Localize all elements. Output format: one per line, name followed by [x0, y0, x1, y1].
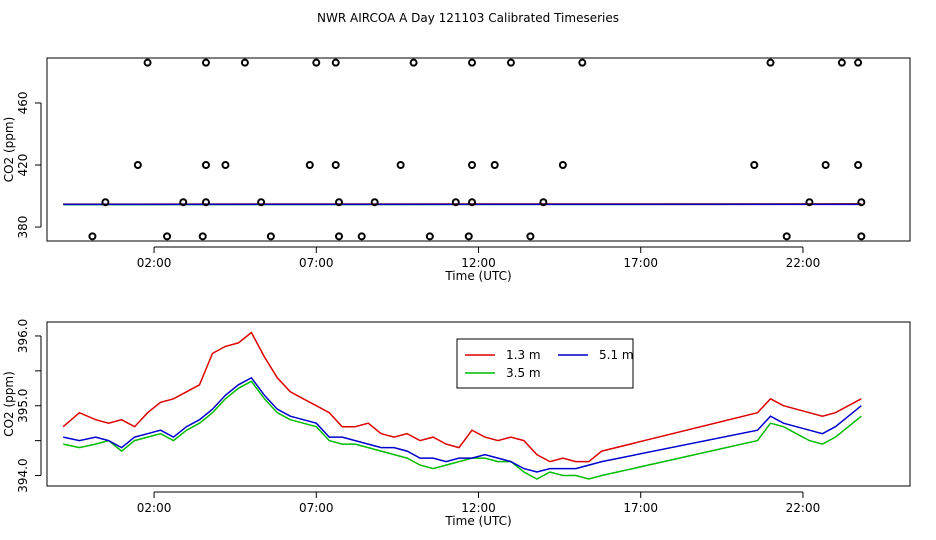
x-tick-label: 02:00 [137, 256, 172, 270]
data-point [101, 198, 110, 207]
x-axis-label: Time (UTC) [444, 514, 511, 528]
x-tick-label: 17:00 [623, 256, 658, 270]
legend-label: 5.1 m [599, 348, 634, 362]
data-point [396, 161, 405, 170]
series-line-1-3-m [62, 331, 862, 463]
data-point [857, 232, 866, 241]
data-point [750, 161, 759, 170]
data-point [201, 58, 210, 67]
x-tick-label: 07:00 [299, 501, 334, 515]
y-tick-label: 396.0 [16, 319, 30, 353]
y-tick-label: 420 [16, 154, 30, 177]
data-point [133, 161, 142, 170]
data-point [490, 161, 499, 170]
legend-label: 1.3 m [506, 348, 541, 362]
data-point [578, 58, 587, 67]
chart-title: NWR AIRCOA A Day 121103 Calibrated Times… [317, 11, 619, 25]
data-point [558, 161, 567, 170]
data-point [163, 232, 172, 241]
x-tick-label: 07:00 [299, 256, 334, 270]
y-tick-label: 460 [16, 92, 30, 115]
data-point [857, 198, 866, 207]
plot-frame [46, 321, 911, 487]
x-axis-label: Time (UTC) [444, 269, 511, 283]
data-point [854, 161, 863, 170]
series-line-5-1-m [63, 376, 862, 473]
line-panel: 02:00 07:00 12:00 17:00 22:00 Time (UTC) 394.0… [2, 319, 911, 528]
y-axis-label: CO2 (ppm) [2, 117, 16, 183]
data-point [334, 232, 343, 241]
y-axis-label: CO2 (ppm) [2, 371, 16, 437]
data-point [221, 161, 230, 170]
data-point [837, 58, 846, 67]
plot-frame [46, 57, 911, 242]
data-point [782, 232, 791, 241]
data-point [766, 58, 775, 67]
data-point [468, 161, 477, 170]
x-tick-label: 02:00 [137, 501, 172, 515]
data-point [331, 161, 340, 170]
data-point [201, 198, 210, 207]
data-point [854, 58, 863, 67]
data-point [257, 198, 266, 207]
y-tick-label: 395.0 [16, 389, 30, 423]
data-point [240, 58, 249, 67]
data-point [312, 58, 321, 67]
data-point [331, 58, 340, 67]
x-tick-label: 22:00 [786, 501, 821, 515]
data-point [821, 161, 830, 170]
data-point [451, 198, 460, 207]
data-point [143, 58, 152, 67]
legend-label: 3.5 m [506, 366, 541, 380]
y-tick-label: 380 [16, 216, 30, 239]
data-point [468, 198, 477, 207]
data-point [506, 58, 515, 67]
data-point [305, 161, 314, 170]
data-point [198, 232, 207, 241]
data-point [334, 198, 343, 207]
data-point [539, 198, 548, 207]
data-point [464, 232, 473, 241]
data-point [409, 58, 418, 67]
x-tick-label: 12:00 [461, 256, 496, 270]
x-tick-label: 22:00 [786, 256, 821, 270]
data-point [425, 232, 434, 241]
data-point [88, 232, 97, 241]
data-point [805, 198, 814, 207]
legend: 1.3 m 5.1 m 3.5 m [456, 338, 634, 389]
data-point [468, 58, 477, 67]
legend-frame [456, 338, 634, 389]
data-point [357, 232, 366, 241]
x-tick-label: 12:00 [461, 501, 496, 515]
series-line-3-5-m [63, 380, 862, 480]
data-point [526, 232, 535, 241]
data-point [266, 232, 275, 241]
x-tick-label: 17:00 [623, 501, 658, 515]
data-point [179, 198, 188, 207]
y-tick-label: 394.0 [16, 458, 30, 492]
data-point [201, 161, 210, 170]
data-point [370, 198, 379, 207]
scatter-panel: 02:00 07:00 12:00 17:00 22:00 Time (UTC) 380 42… [2, 57, 911, 283]
